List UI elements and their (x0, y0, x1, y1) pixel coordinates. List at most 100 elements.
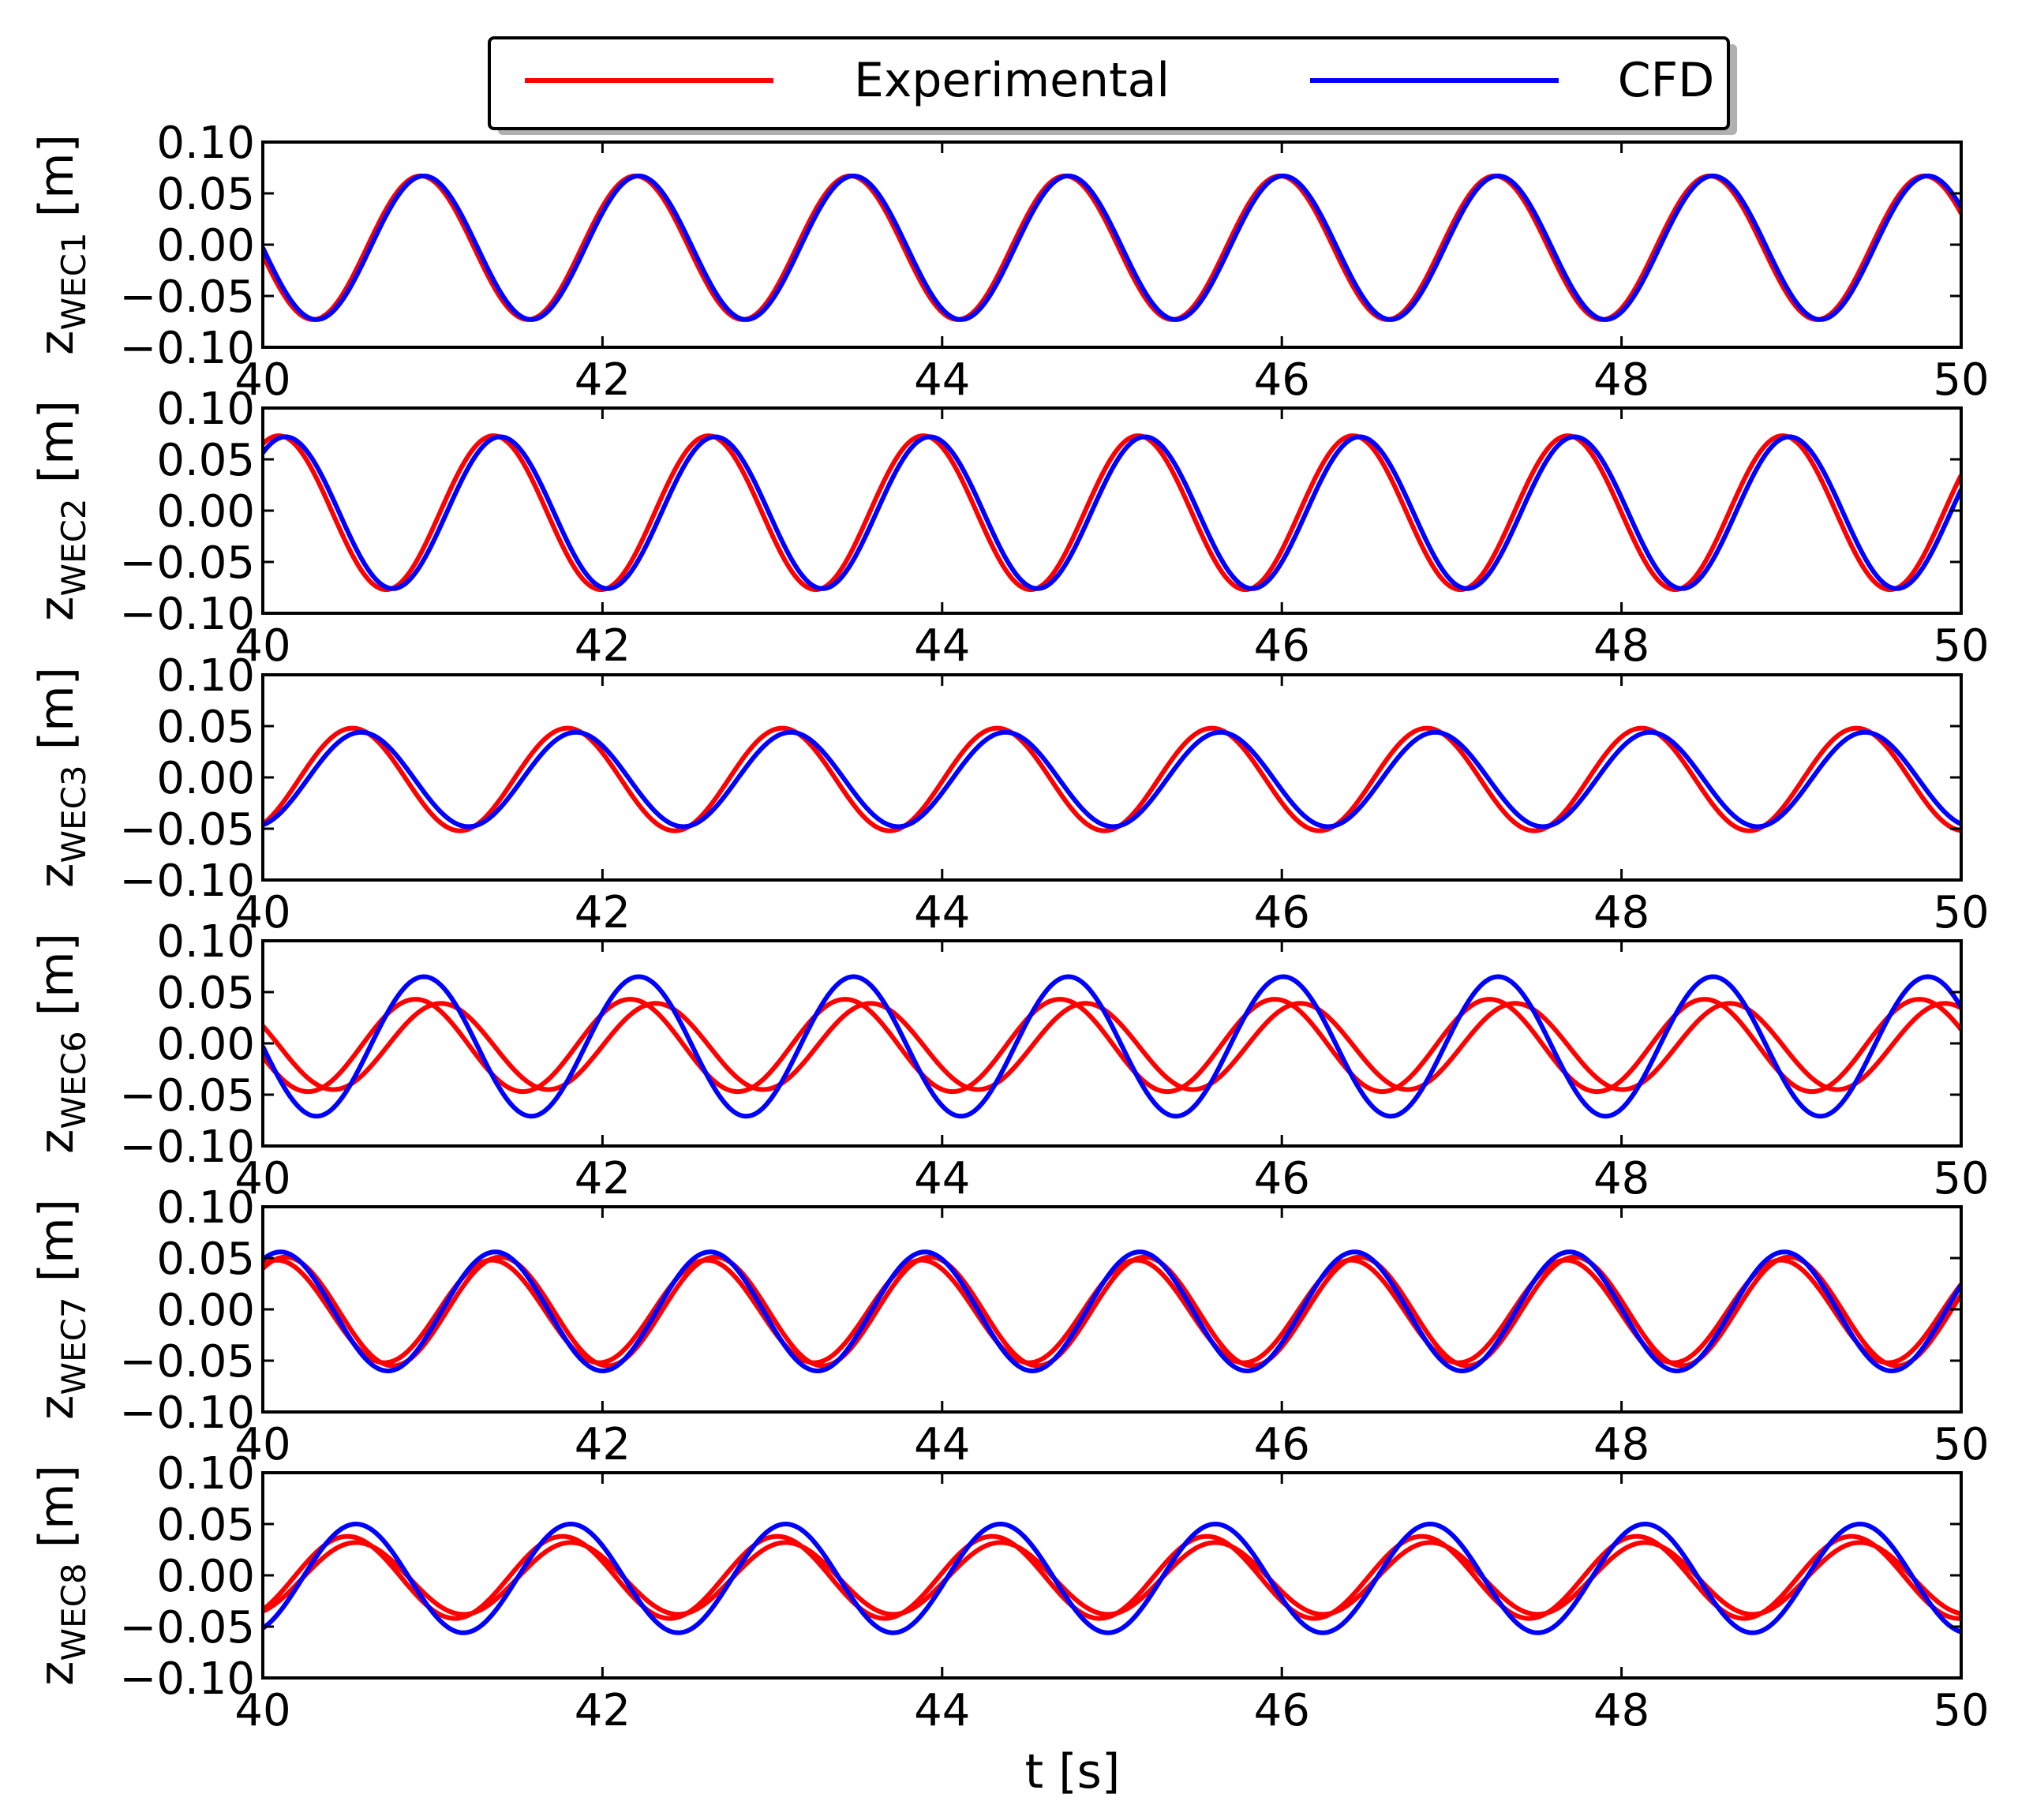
y-tick-label: −0.10 (119, 323, 255, 374)
y-tick-label: 0.00 (156, 486, 255, 537)
series-line-cfd (263, 729, 1961, 829)
x-tick-label: 44 (914, 887, 970, 938)
x-tick-label: 42 (575, 1685, 631, 1736)
x-tick-label: 42 (575, 354, 631, 406)
y-axis-label-main: z (29, 1395, 84, 1420)
y-tick-label: 0.05 (156, 435, 255, 486)
y-axis-label-sub: WEC2 (54, 498, 93, 596)
x-tick-label: 50 (1933, 354, 1989, 406)
x-tick-label: 42 (575, 1153, 631, 1204)
y-tick-label: 0.05 (156, 702, 255, 753)
x-tick-label: 40 (234, 1419, 290, 1470)
y-axis-label-sub: WEC6 (54, 1031, 93, 1129)
y-tick-label: −0.10 (119, 1387, 255, 1439)
y-axis-label: zWEC7 [m] (29, 1199, 93, 1420)
x-tick-label: 50 (1933, 887, 1989, 938)
y-tick-label: 0.10 (156, 916, 255, 968)
y-axis-label-main: z (29, 330, 84, 355)
plot-area (263, 974, 1961, 1119)
x-tick-label: 46 (1254, 1419, 1310, 1470)
y-tick-label: 0.00 (156, 1551, 255, 1602)
y-axis-label-unit: [m] (29, 134, 84, 232)
x-tick-label: 50 (1933, 620, 1989, 672)
y-tick-label: −0.10 (119, 1653, 255, 1705)
y-axis-label-sub: WEC1 (54, 232, 93, 330)
x-tick-label: 46 (1254, 1153, 1310, 1204)
legend-box (488, 36, 1730, 130)
x-tick-label: 48 (1593, 1153, 1649, 1204)
y-axis-label-main: z (29, 596, 84, 621)
y-axis-label-sub: WEC8 (54, 1563, 93, 1661)
y-tick-label: −0.05 (119, 1070, 255, 1122)
y-axis-label-unit: [m] (29, 1465, 84, 1563)
x-tick-label: 40 (234, 887, 290, 938)
x-tick-label: 44 (914, 1685, 970, 1736)
y-axis-label-main: z (29, 1661, 84, 1686)
y-axis-label-main: z (29, 1129, 84, 1154)
series-line-cfd (263, 173, 1961, 322)
y-axis-label: zWEC3 [m] (29, 667, 93, 888)
series-line-experimental-2 (263, 1540, 1961, 1617)
x-tick-label: 46 (1254, 1685, 1310, 1736)
axes-frame (261, 406, 1963, 615)
plot-area (263, 1249, 1961, 1373)
y-tick-label: 0.05 (156, 968, 255, 1019)
x-tick-label: 46 (1254, 354, 1310, 406)
y-tick-label: 0.00 (156, 220, 255, 272)
plot-area (263, 173, 1961, 322)
series-line-cfd (263, 434, 1961, 591)
plot-area (263, 1522, 1961, 1635)
x-tick-label: 48 (1593, 620, 1649, 672)
x-tick-label: 40 (234, 1153, 290, 1204)
plot-area (263, 433, 1961, 593)
series-line-experimental-1 (263, 1254, 1961, 1369)
x-tick-label: 48 (1593, 354, 1649, 406)
y-tick-label: −0.05 (119, 804, 255, 856)
y-tick-label: 0.00 (156, 1019, 255, 1070)
x-tick-label: 50 (1933, 1419, 1989, 1470)
x-tick-label: 44 (914, 1153, 970, 1204)
x-tick-label: 42 (575, 620, 631, 672)
y-tick-label: −0.05 (119, 537, 255, 589)
x-tick-label: 50 (1933, 1685, 1989, 1736)
x-axis-label: t [s] (1025, 1744, 1121, 1799)
y-axis-label: zWEC1 [m] (29, 134, 93, 355)
series-line-cfd (263, 974, 1961, 1119)
x-tick-label: 46 (1254, 887, 1310, 938)
x-tick-label: 44 (914, 354, 970, 406)
y-tick-label: −0.10 (119, 589, 255, 640)
y-axis-label-unit: [m] (29, 667, 84, 765)
y-axis-label-sub: WEC7 (54, 1297, 93, 1395)
y-axis-label: zWEC2 [m] (29, 400, 93, 621)
y-tick-label: 0.05 (156, 1234, 255, 1285)
x-tick-label: 40 (234, 1685, 290, 1736)
y-tick-label: −0.05 (119, 272, 255, 323)
series-line-experimental (263, 725, 1961, 833)
y-tick-label: −0.10 (119, 1122, 255, 1173)
legend: Experimental CFD (488, 36, 1737, 135)
x-tick-label: 48 (1593, 1685, 1649, 1736)
x-tick-label: 44 (914, 1419, 970, 1470)
y-axis-label-unit: [m] (29, 933, 84, 1031)
y-tick-label: 0.10 (156, 650, 255, 702)
y-axis-label-main: z (29, 863, 84, 888)
y-axis-label-unit: [m] (29, 1199, 84, 1297)
y-axis-label-unit: [m] (29, 400, 84, 498)
series-line-cfd (263, 1522, 1961, 1635)
y-tick-label: 0.10 (156, 1182, 255, 1234)
y-axis-label-sub: WEC3 (54, 765, 93, 863)
legend-label-experimental: Experimental (854, 53, 1170, 108)
y-tick-label: 0.10 (156, 384, 255, 435)
plot-area (263, 725, 1961, 833)
series-line-cfd (263, 1249, 1961, 1373)
x-tick-label: 50 (1933, 1153, 1989, 1204)
series-line-experimental-2 (263, 1001, 1961, 1092)
y-axis-label: zWEC8 [m] (29, 1465, 93, 1686)
axes-frame (261, 1205, 1963, 1414)
y-tick-label: −0.10 (119, 856, 255, 907)
x-tick-label: 48 (1593, 887, 1649, 938)
